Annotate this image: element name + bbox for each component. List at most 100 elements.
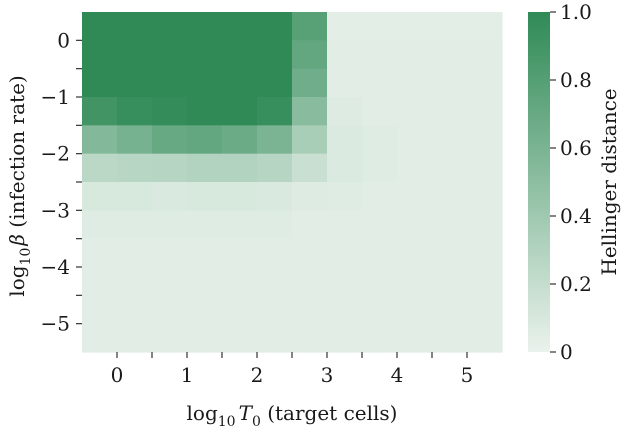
x-tick-label: 4: [391, 363, 404, 387]
y-axis-label-var: β: [5, 234, 29, 247]
colorbar-tick-label: 0: [560, 340, 573, 364]
heatmap-cell: [117, 182, 153, 211]
heatmap-cell: [222, 97, 258, 126]
x-axis-label-log-base: 10: [218, 414, 236, 430]
heatmap-cell: [362, 295, 398, 325]
heatmap-cell: [432, 153, 468, 183]
heatmap-cell: [397, 295, 433, 325]
heatmap-cell: [117, 12, 153, 41]
y-axis-label: log10β (infection rate): [5, 75, 34, 296]
colorbar-label: Hellinger distance: [597, 88, 621, 275]
x-tick-label: 3: [321, 363, 334, 387]
x-tick-label: 1: [181, 363, 194, 387]
heatmap-cell: [82, 12, 118, 41]
heatmap-cell: [292, 182, 328, 211]
heatmap-cell: [467, 12, 503, 41]
heatmap-cell: [362, 125, 398, 155]
heatmap-cell: [257, 182, 293, 211]
y-tick-label: 0: [57, 28, 70, 52]
x-axis-label-var-sub: 0: [252, 414, 261, 430]
heatmap-cell: [467, 68, 503, 98]
heatmap-cell: [327, 68, 363, 98]
x-tick-label: 2: [251, 363, 264, 387]
heatmap-cell: [152, 295, 188, 325]
heatmap-cell: [432, 68, 468, 98]
heatmap-cell: [152, 238, 188, 268]
heatmap-cell: [117, 97, 153, 126]
heatmap-cell: [467, 97, 503, 126]
heatmap-cell: [432, 12, 468, 41]
heatmap-cell: [397, 238, 433, 268]
heatmap-cell: [82, 323, 118, 353]
heatmap-cell: [362, 97, 398, 126]
heatmap-cell: [222, 238, 258, 268]
heatmap-cell: [467, 295, 503, 325]
heatmap-cell: [432, 125, 468, 155]
heatmap-cell: [152, 182, 188, 211]
heatmap-cell: [187, 182, 223, 211]
heatmap-cell: [397, 182, 433, 211]
heatmap-cell: [467, 125, 503, 155]
heatmap-cell: [187, 12, 223, 41]
heatmap-cell: [327, 267, 363, 296]
y-tick-label: −2: [41, 142, 70, 166]
heatmap-cell: [117, 40, 153, 70]
heatmap-cell: [222, 68, 258, 98]
colorbar-tick-label: 0.8: [560, 68, 592, 92]
x-tick-label: 5: [461, 363, 474, 387]
heatmap-cell: [397, 97, 433, 126]
heatmap-cell: [397, 267, 433, 296]
heatmap-cell: [327, 210, 363, 240]
heatmap-cells: [82, 12, 503, 353]
heatmap-cell: [117, 295, 153, 325]
heatmap-cell: [222, 153, 258, 183]
heatmap-cell: [257, 323, 293, 353]
heatmap-cell: [222, 12, 258, 41]
heatmap-cell: [362, 153, 398, 183]
heatmap-cell: [152, 210, 188, 240]
heatmap-cell: [82, 182, 118, 211]
heatmap-cell: [292, 40, 328, 70]
heatmap-cell: [187, 68, 223, 98]
heatmap-cell: [117, 125, 153, 155]
y-axis-label-log-base: 10: [18, 248, 34, 266]
heatmap-cell: [187, 97, 223, 126]
y-axis-label-rest: (infection rate): [5, 75, 29, 234]
y-tick-label: −5: [41, 312, 70, 336]
heatmap-cell: [432, 97, 468, 126]
x-tick-label: 0: [111, 363, 124, 387]
heatmap-cell: [257, 210, 293, 240]
heatmap-cell: [152, 12, 188, 41]
heatmap-cell: [397, 40, 433, 70]
heatmap-cell: [152, 68, 188, 98]
heatmap-cell: [327, 182, 363, 211]
heatmap-cell: [327, 323, 363, 353]
heatmap-cell: [362, 12, 398, 41]
heatmap-cell: [327, 125, 363, 155]
heatmap-cell: [467, 210, 503, 240]
heatmap-cell: [292, 68, 328, 98]
heatmap-cell: [222, 267, 258, 296]
heatmap-cell: [362, 40, 398, 70]
heatmap-cell: [432, 40, 468, 70]
heatmap-cell: [362, 68, 398, 98]
heatmap-cell: [117, 153, 153, 183]
heatmap-cell: [327, 12, 363, 41]
heatmap-cell: [117, 210, 153, 240]
heatmap-cell: [292, 323, 328, 353]
heatmap-cell: [467, 153, 503, 183]
heatmap-cell: [327, 238, 363, 268]
colorbar-tick-label: 0.4: [560, 204, 592, 228]
heatmap-cell: [82, 267, 118, 296]
heatmap-cell: [82, 68, 118, 98]
heatmap-cell: [362, 182, 398, 211]
heatmap-cell: [362, 323, 398, 353]
heatmap-cell: [397, 125, 433, 155]
y-axis-label-log: log: [5, 265, 29, 296]
x-axis: 0 1 2 3 4 5: [111, 352, 474, 387]
heatmap-cell: [82, 295, 118, 325]
heatmap-cell: [432, 182, 468, 211]
heatmap-cell: [397, 12, 433, 41]
heatmap-cell: [292, 267, 328, 296]
heatmap-cell: [327, 40, 363, 70]
